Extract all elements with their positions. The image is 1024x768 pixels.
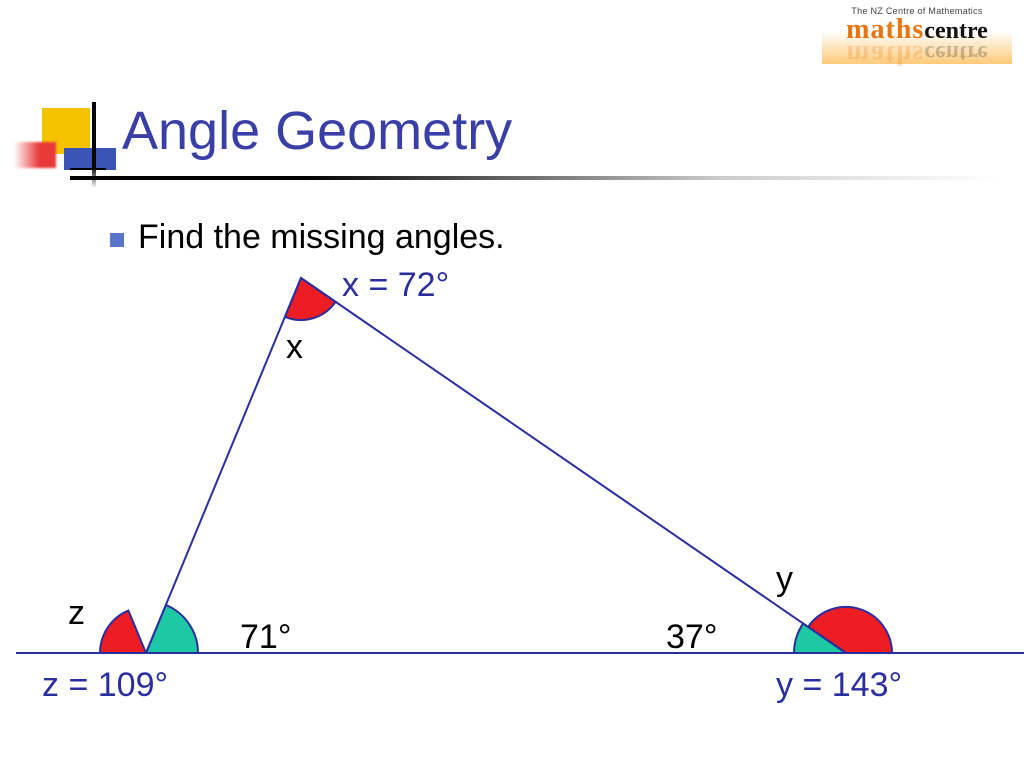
logo-reflection: mathscentre	[822, 38, 1012, 70]
deco-square-blue	[64, 148, 116, 170]
diagram-svg	[16, 258, 1024, 728]
deco-square-red	[14, 142, 56, 168]
label-y-answer: y = 143°	[776, 666, 902, 705]
logo: The NZ Centre of Mathematics mathscentre…	[822, 4, 1012, 64]
title-rule-horizontal	[70, 176, 1000, 180]
label-37: 37°	[666, 618, 717, 657]
title-rule-short	[70, 168, 106, 170]
geometry-diagram: x x = 72° 71° z z = 109° 37° y y = 143°	[16, 258, 1024, 733]
label-z-answer: z = 109°	[42, 666, 168, 705]
label-y-var: y	[776, 560, 793, 599]
slide-title: Angle Geometry	[122, 100, 512, 162]
side-ab	[146, 278, 301, 653]
side-ac	[301, 278, 846, 653]
label-x-answer: x = 72°	[342, 266, 449, 305]
bullet-icon	[110, 233, 124, 247]
angle-71-interior	[146, 605, 198, 653]
label-71: 71°	[240, 618, 291, 657]
label-x-var: x	[286, 328, 303, 367]
angle-z-exterior	[100, 611, 146, 654]
label-z-var: z	[68, 594, 85, 633]
bullet-text: Find the missing angles.	[138, 218, 505, 257]
